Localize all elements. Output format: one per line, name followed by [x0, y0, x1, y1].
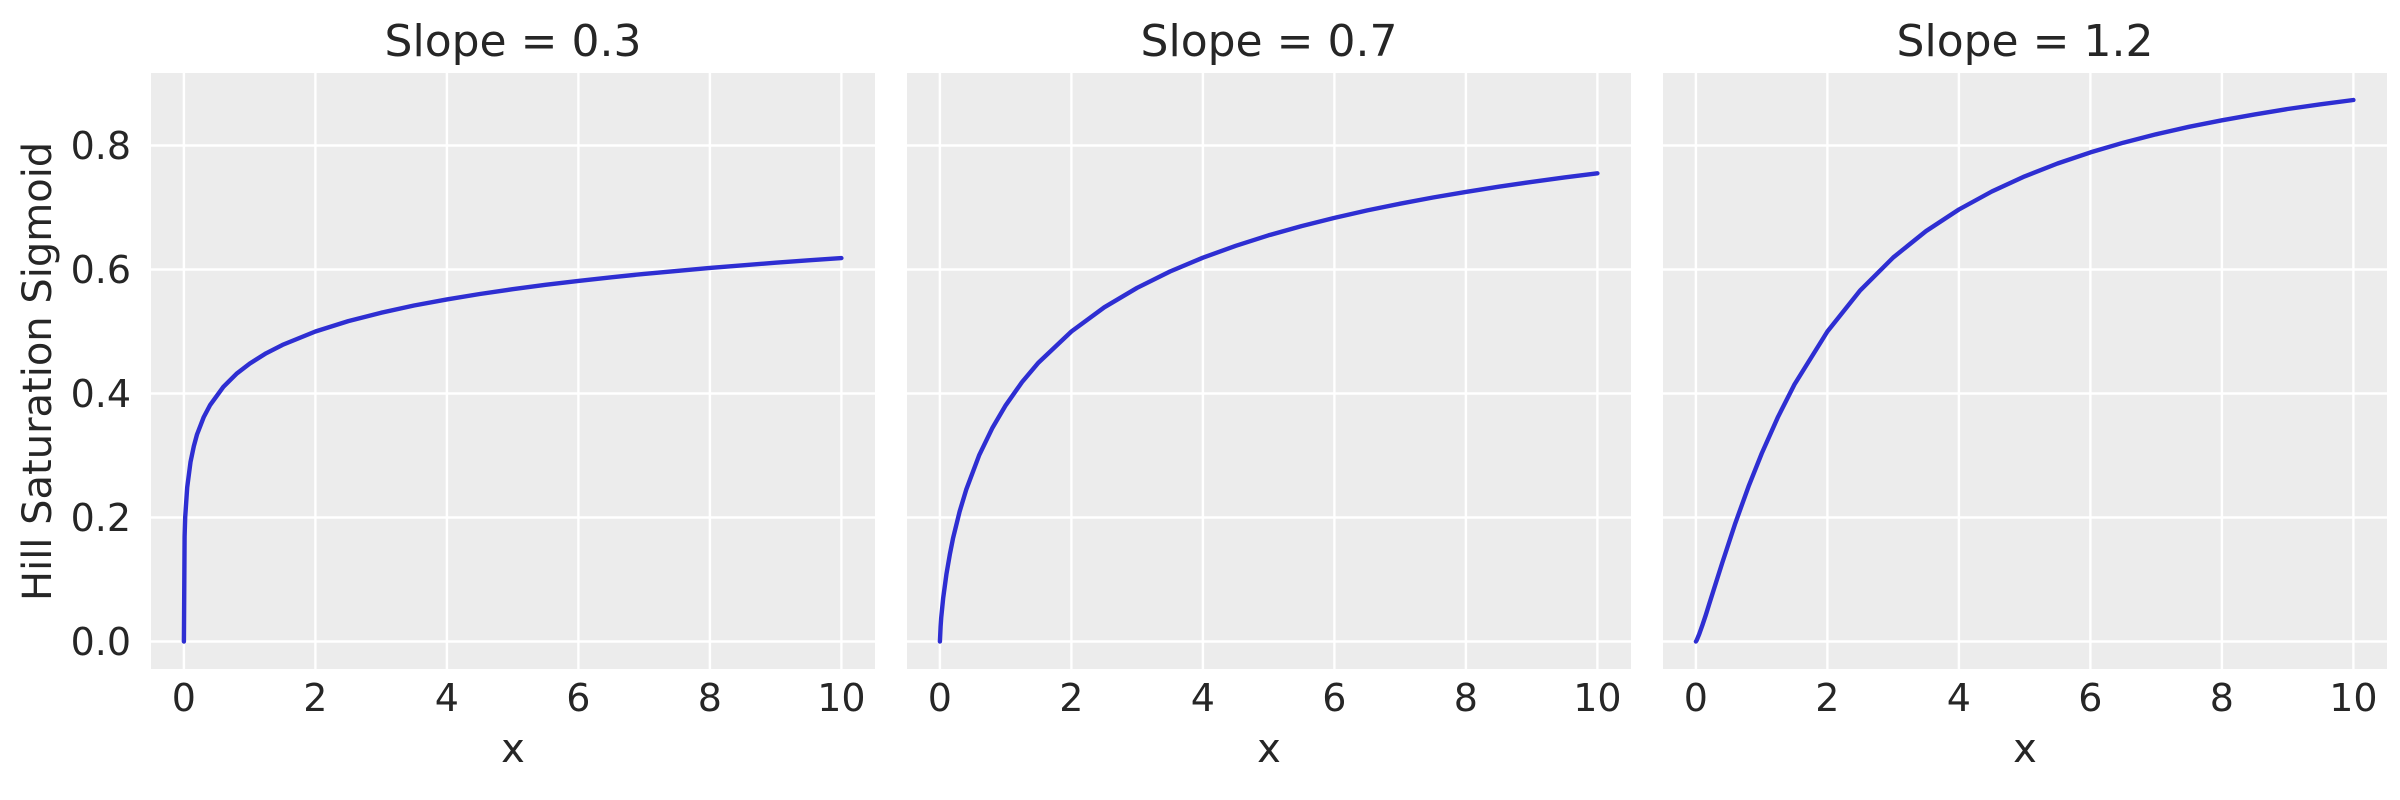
x-tick-label: 0 — [1683, 676, 1708, 720]
plot-area — [907, 73, 1631, 669]
x-tick-label: 0 — [927, 676, 952, 720]
x-tick-labels: 0 2 4 6 8 10 — [907, 677, 1631, 719]
x-tick-label: 2 — [303, 676, 328, 720]
subplot-title: Slope = 0.7 — [1140, 16, 1398, 67]
x-tick-label: 6 — [2078, 676, 2103, 720]
plot-area — [1663, 73, 2387, 669]
y-tick-label: 0.4 — [70, 371, 131, 416]
x-tick-label: 6 — [566, 676, 591, 720]
subplot-title: Slope = 1.2 — [1896, 16, 2154, 67]
y-tick-label: 0.0 — [70, 619, 131, 664]
subplot-title: Slope = 0.3 — [384, 16, 642, 67]
x-tick-labels: 0 2 4 6 8 10 — [1663, 677, 2387, 719]
y-tick-label: 0.6 — [70, 247, 131, 292]
curve-line — [937, 171, 1600, 644]
y-tick-label: 0.2 — [70, 495, 131, 540]
x-tick-label: 2 — [1815, 676, 1840, 720]
curve-line — [1693, 97, 2356, 644]
y-tick-labels: 0.0 0.2 0.4 0.6 0.8 — [0, 73, 141, 669]
x-tick-label: 8 — [1453, 676, 1478, 720]
x-tick-label: 10 — [2329, 676, 2378, 720]
x-tick-label: 6 — [1322, 676, 1347, 720]
plot-area — [151, 73, 875, 669]
subplot-2: Slope = 0.7 0 2 4 6 8 10 x — [907, 0, 1631, 800]
x-tick-label: 4 — [1190, 676, 1215, 720]
x-tick-label: 10 — [1573, 676, 1622, 720]
x-tick-label: 10 — [817, 676, 866, 720]
y-tick-label: 0.8 — [70, 123, 131, 168]
x-axis-label: x — [2013, 726, 2037, 772]
x-tick-label: 0 — [171, 676, 196, 720]
x-axis-label: x — [501, 726, 525, 772]
subplot-1: Slope = 0.3 0 2 4 6 8 10 x — [151, 0, 875, 800]
subplot-3: Slope = 1.2 0 2 4 6 8 10 x — [1663, 0, 2387, 800]
x-tick-labels: 0 2 4 6 8 10 — [151, 677, 875, 719]
x-axis-label: x — [1257, 726, 1281, 772]
x-tick-label: 2 — [1059, 676, 1084, 720]
x-tick-label: 4 — [434, 676, 459, 720]
curve-line — [181, 255, 844, 644]
x-tick-label: 8 — [697, 676, 722, 720]
x-tick-label: 4 — [1946, 676, 1971, 720]
x-tick-label: 8 — [2209, 676, 2234, 720]
